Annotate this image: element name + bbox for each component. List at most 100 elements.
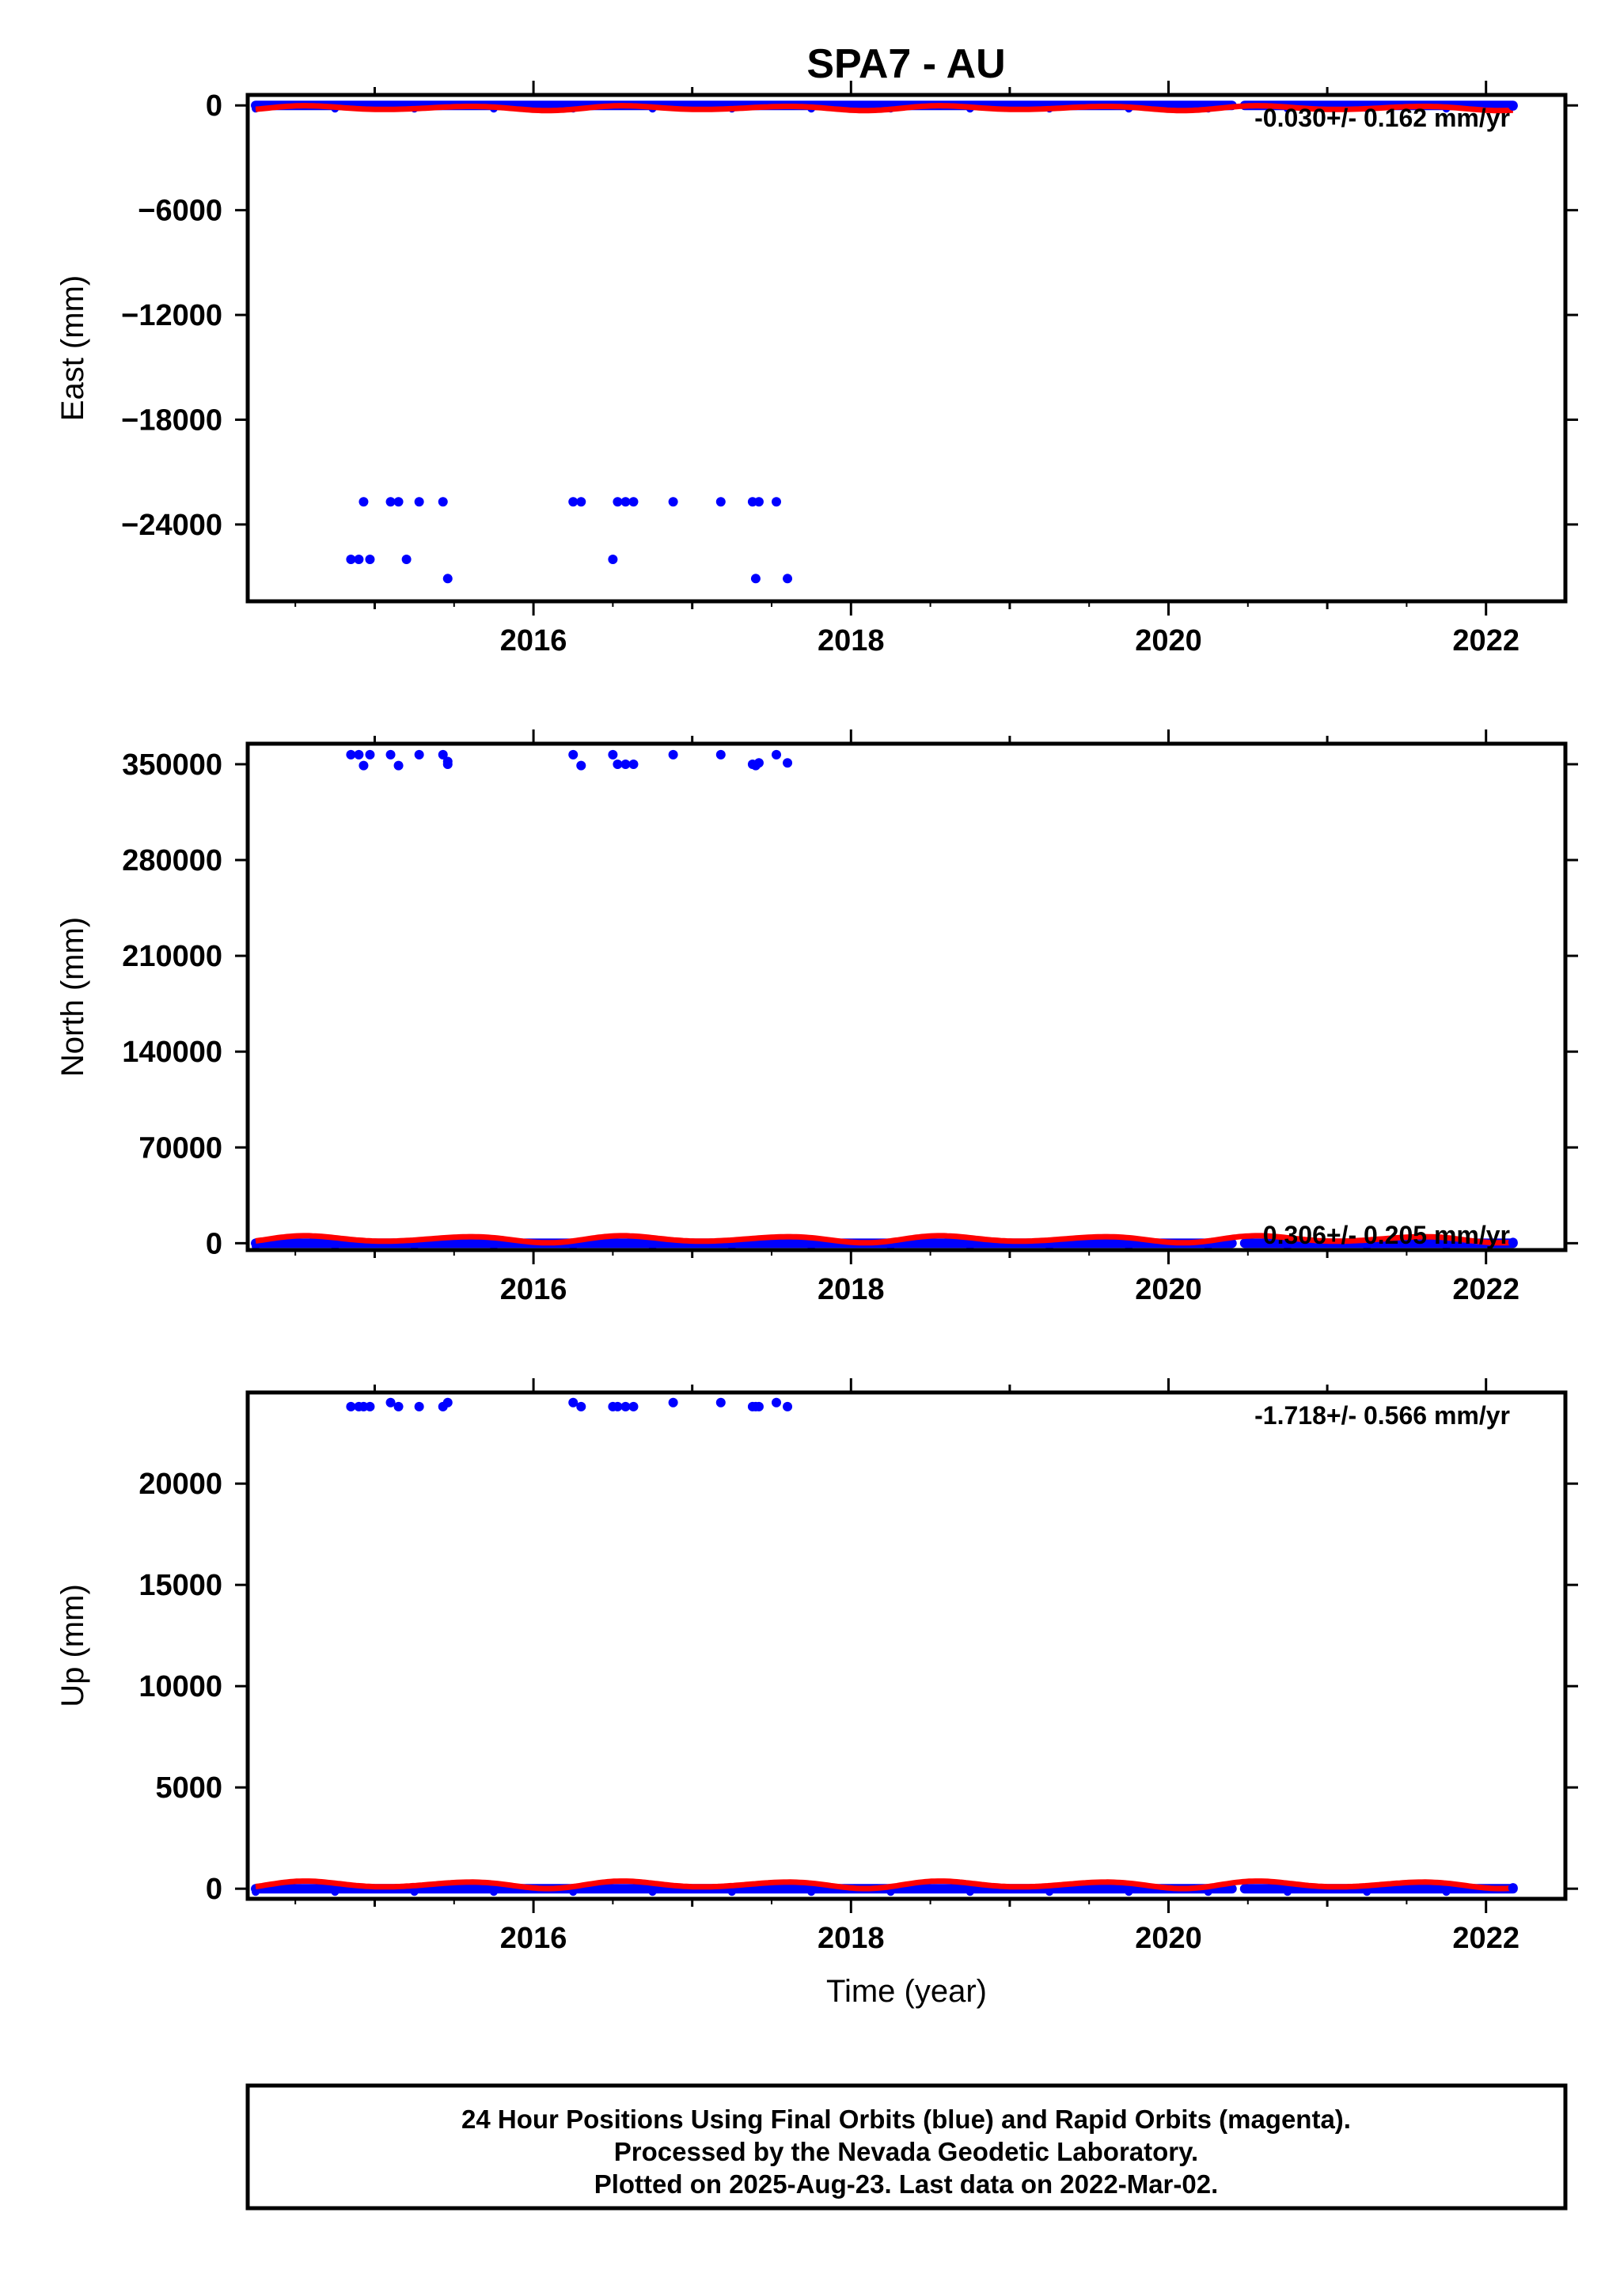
- y-tick-label: 280000: [122, 844, 222, 877]
- outlier-point: [668, 497, 678, 507]
- x-tick-label: 2016: [500, 1273, 567, 1306]
- daily-position-point: [1045, 1888, 1054, 1896]
- outlier-point: [772, 1397, 782, 1408]
- panel-east: 2016 2018 2020 2022 0 −6000 −12000 −18000 −24000…: [55, 81, 1578, 657]
- plot-area-east: [251, 100, 1518, 584]
- outlier-point: [385, 749, 396, 760]
- plot-area-up: [251, 1397, 1518, 1896]
- outlier-point: [414, 1401, 424, 1411]
- outlier-point: [628, 1401, 639, 1411]
- outlier-point: [750, 1401, 761, 1411]
- plot-area-north: [251, 749, 1518, 1250]
- x-tick-label: 2016: [500, 624, 567, 657]
- x-tick-label: 2020: [1135, 1273, 1202, 1306]
- daily-position-point: [648, 1888, 657, 1896]
- outlier-point: [783, 758, 793, 768]
- outlier-point: [385, 1397, 396, 1408]
- outlier-point: [401, 555, 412, 565]
- x-tick-label: 2018: [818, 1273, 885, 1306]
- outlier-point: [668, 749, 678, 760]
- rate-annotation: -1.718+/- 0.566 mm/yr: [1254, 1401, 1510, 1430]
- outlier-point: [393, 1401, 404, 1411]
- outlier-point: [628, 497, 639, 507]
- y-tick-label: 70000: [138, 1131, 222, 1165]
- daily-position-point: [410, 1888, 419, 1896]
- outlier-point: [772, 749, 782, 760]
- outlier-point: [613, 1401, 623, 1411]
- outlier-point: [414, 497, 424, 507]
- figure-title: SPA7 - AU: [806, 41, 1005, 87]
- daily-position-point: [1363, 1888, 1371, 1896]
- y-tick-label: 15000: [138, 1569, 222, 1602]
- outlier-point: [385, 497, 396, 507]
- plot-frame-north: [245, 741, 1568, 1252]
- outlier-point: [414, 749, 424, 760]
- panel-up: 2016 2018 2020 2022 0 5000 10000 15000 20000 Up (…: [55, 1378, 1578, 2009]
- outlier-point: [613, 497, 623, 507]
- daily-position-point: [1204, 1888, 1212, 1896]
- outlier-point: [783, 1401, 793, 1411]
- daily-position-point: [886, 1888, 895, 1896]
- y-tick-label: 350000: [122, 748, 222, 782]
- outlier-point: [576, 760, 586, 771]
- daily-position-point: [807, 1888, 816, 1896]
- daily-position-point: [331, 1888, 340, 1896]
- y-tick-label: −24000: [121, 509, 222, 542]
- last-position-point: [1508, 1883, 1518, 1893]
- y-tick-label: −12000: [121, 299, 222, 332]
- outlier-point: [438, 497, 448, 507]
- daily-position-point: [489, 1888, 498, 1896]
- outlier-point: [365, 749, 375, 760]
- outlier-point: [442, 759, 453, 769]
- model-fit-curve: [255, 1233, 1514, 1246]
- caption-frame: [245, 2083, 1568, 2211]
- outlier-point: [750, 760, 761, 771]
- outlier-point: [568, 749, 579, 760]
- outlier-point: [438, 749, 448, 760]
- outlier-point: [354, 749, 364, 760]
- outlier-point: [365, 1401, 375, 1411]
- outlier-point: [620, 759, 631, 769]
- outlier-point: [568, 497, 579, 507]
- last-position-point: [1508, 1237, 1518, 1248]
- daily-position-point: [1125, 1888, 1133, 1896]
- outlier-point: [750, 574, 761, 584]
- outlier-point: [613, 759, 623, 769]
- outlier-point: [346, 1401, 356, 1411]
- outlier-point: [346, 749, 356, 760]
- outlier-point: [753, 497, 764, 507]
- y-tick-label: 5000: [155, 1771, 222, 1805]
- x-tick-label: 2020: [1135, 1922, 1202, 1955]
- y-tick-label: 0: [206, 1873, 222, 1906]
- rate-annotation: 0.306+/- 0.205 mm/yr: [1263, 1221, 1510, 1249]
- y-axis-label: Up (mm): [55, 1584, 90, 1707]
- outlier-point: [346, 555, 356, 565]
- outlier-point: [772, 497, 782, 507]
- outlier-point: [442, 574, 453, 584]
- last-position-point: [1508, 100, 1518, 111]
- panel-north: 2016 2018 2020 2022 0 70000 140000 210000 280000…: [55, 729, 1578, 1306]
- outlier-point: [715, 749, 726, 760]
- y-axis-label: North (mm): [55, 917, 90, 1077]
- outlier-point: [442, 1397, 453, 1408]
- x-tick-label: 2022: [1452, 1922, 1519, 1955]
- outlier-point: [568, 1397, 579, 1408]
- plot-frame-east: [245, 93, 1568, 604]
- outlier-point: [576, 497, 586, 507]
- outlier-point: [576, 1401, 586, 1411]
- outlier-point: [608, 555, 618, 565]
- y-axis-label: East (mm): [55, 275, 90, 421]
- model-fit-curve: [255, 1878, 1513, 1892]
- outlier-point: [620, 497, 631, 507]
- caption-line-1: 24 Hour Positions Using Final Orbits (bl…: [461, 2105, 1351, 2134]
- y-tick-label: 0: [206, 1227, 222, 1260]
- rate-annotation: -0.030+/- 0.162 mm/yr: [1254, 104, 1510, 132]
- y-tick-label: 140000: [122, 1036, 222, 1069]
- x-tick-label: 2022: [1452, 1273, 1519, 1306]
- daily-position-point: [727, 1888, 736, 1896]
- x-tick-label: 2016: [500, 1922, 567, 1955]
- daily-position-point: [569, 1888, 578, 1896]
- y-tick-label: 0: [206, 89, 222, 123]
- outlier-point: [715, 1397, 726, 1408]
